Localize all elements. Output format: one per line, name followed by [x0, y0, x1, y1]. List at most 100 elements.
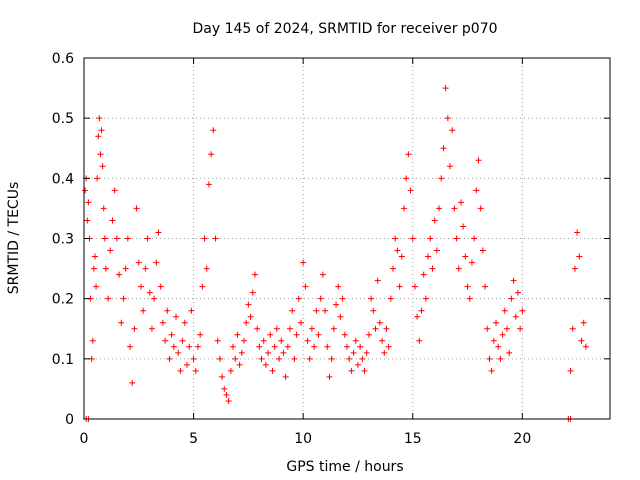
data-point: [113, 235, 120, 242]
data-point: [396, 283, 403, 290]
data-point: [251, 271, 258, 278]
data-point: [346, 355, 353, 362]
data-point: [420, 271, 427, 278]
data-point: [357, 343, 364, 350]
data-point: [164, 307, 171, 314]
data-point: [466, 295, 473, 302]
data-point: [212, 235, 219, 242]
data-point: [350, 349, 357, 356]
data-point: [337, 313, 344, 320]
data-point: [84, 217, 91, 224]
data-point: [199, 283, 206, 290]
data-point: [508, 295, 515, 302]
data-point: [324, 343, 331, 350]
data-point: [238, 349, 245, 356]
data-point: [258, 355, 265, 362]
data-point: [414, 313, 421, 320]
data-point: [107, 247, 114, 254]
data-point: [425, 253, 432, 260]
data-point: [503, 325, 510, 332]
data-point: [280, 349, 287, 356]
data-point: [433, 247, 440, 254]
data-point: [245, 301, 252, 308]
data-point: [127, 343, 134, 350]
data-point: [273, 325, 280, 332]
data-point: [208, 151, 215, 158]
chart-title: Day 145 of 2024, SRMTID for receiver p07…: [192, 21, 497, 37]
data-point: [473, 187, 480, 194]
data-point: [326, 373, 333, 380]
data-point: [475, 157, 482, 164]
data-point: [256, 343, 263, 350]
data-point: [464, 283, 471, 290]
y-tick-label: 0.4: [52, 171, 74, 187]
data-point: [482, 283, 489, 290]
data-point: [133, 205, 140, 212]
x-tick-label: 0: [80, 431, 89, 447]
data-point: [429, 265, 436, 272]
data-point: [214, 337, 221, 344]
x-tick-label: 5: [189, 431, 198, 447]
data-point: [344, 343, 350, 350]
data-point: [201, 235, 208, 242]
data-point: [512, 313, 519, 320]
data-point: [90, 265, 97, 272]
data-point: [179, 337, 186, 344]
data-point: [449, 127, 456, 134]
data-point: [124, 235, 131, 242]
data-point: [387, 295, 394, 302]
data-point: [297, 319, 304, 326]
data-point: [173, 313, 180, 320]
plot-frame: [83, 57, 611, 420]
data-point: [190, 355, 197, 362]
data-point: [293, 331, 300, 338]
data-point: [287, 325, 294, 332]
data-point: [304, 337, 311, 344]
data-point: [506, 349, 513, 356]
data-point: [94, 175, 101, 182]
data-point: [282, 373, 289, 380]
data-point: [335, 283, 342, 290]
data-point: [210, 127, 217, 134]
data-point: [216, 355, 223, 362]
data-point: [376, 319, 383, 326]
x-tick-label: 20: [513, 431, 531, 447]
data-point: [227, 367, 234, 374]
data-point: [300, 259, 307, 266]
data-point: [418, 307, 425, 314]
data-point: [339, 295, 346, 302]
data-point: [102, 265, 109, 272]
y-tick-label: 0.6: [52, 51, 74, 67]
data-point: [368, 295, 375, 302]
data-point: [319, 271, 326, 278]
data-point: [254, 325, 261, 332]
data-point: [438, 175, 445, 182]
data-point: [460, 223, 467, 230]
data-point: [82, 187, 89, 194]
data-point: [333, 301, 340, 308]
data-point: [569, 325, 576, 332]
data-point: [341, 331, 348, 338]
data-point: [240, 337, 247, 344]
data-point: [451, 205, 458, 212]
data-point: [519, 307, 526, 314]
data-point: [122, 265, 129, 272]
data-point: [574, 229, 581, 236]
data-point: [517, 325, 524, 332]
data-point: [348, 367, 355, 374]
data-point: [184, 361, 191, 368]
data-point: [477, 205, 484, 212]
data-point: [93, 283, 100, 290]
data-point: [392, 235, 399, 242]
data-point: [155, 229, 162, 236]
data-point: [225, 397, 232, 404]
data-point: [431, 217, 438, 224]
data-point: [162, 337, 169, 344]
data-point: [284, 343, 291, 350]
data-point: [409, 235, 416, 242]
data-point: [85, 199, 92, 206]
data-point: [243, 319, 250, 326]
data-point: [514, 289, 521, 296]
data-point: [260, 337, 267, 344]
data-point: [116, 271, 123, 278]
